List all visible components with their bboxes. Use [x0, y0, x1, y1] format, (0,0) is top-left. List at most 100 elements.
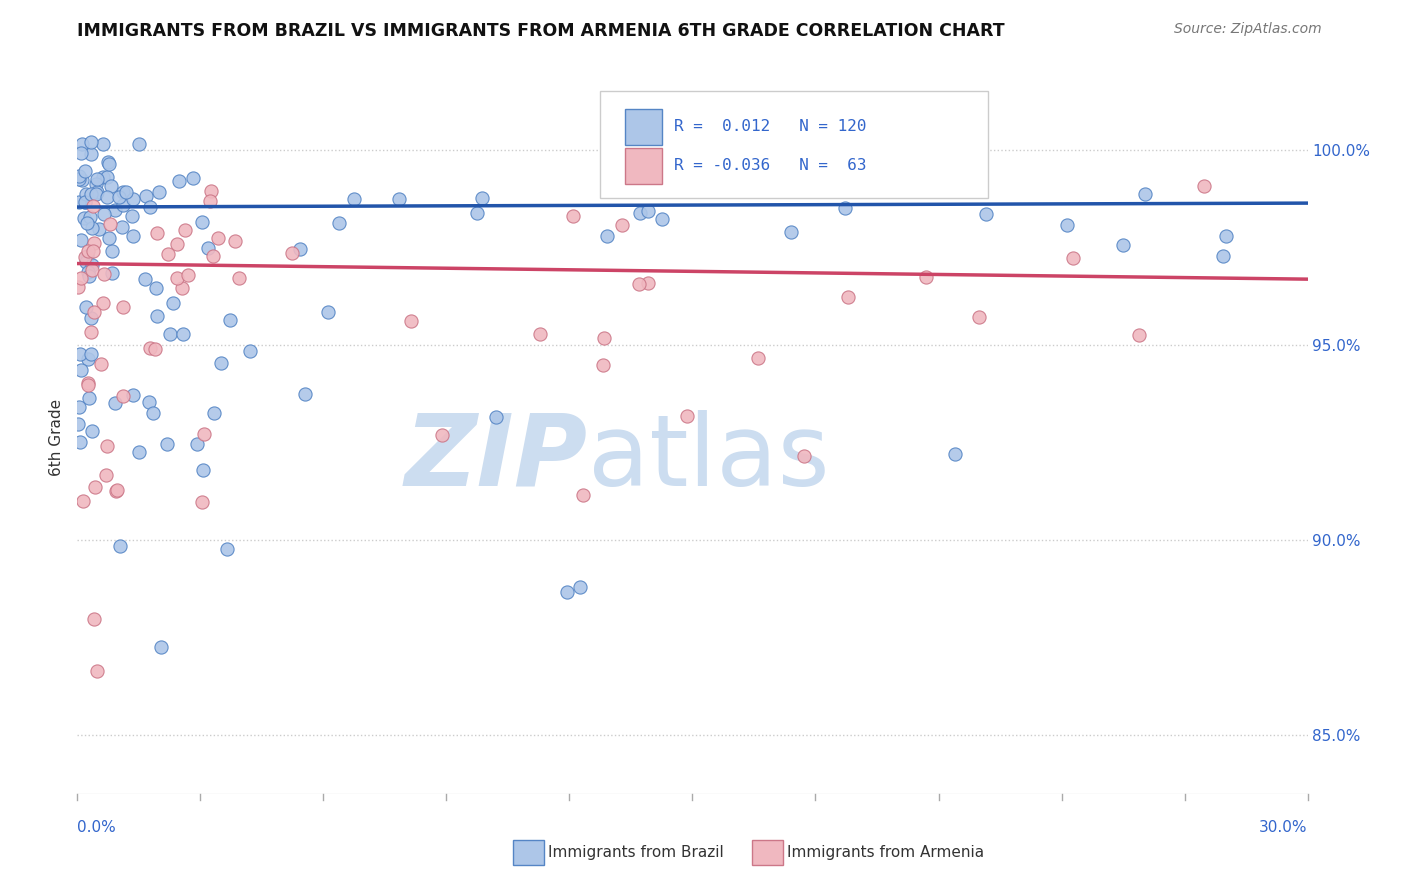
Point — [67, 401, 90, 415]
Point — [224, 235, 246, 249]
Point — [75, 300, 97, 314]
Point — [112, 198, 135, 212]
Point — [1212, 249, 1234, 263]
Point — [121, 209, 143, 223]
Point — [239, 344, 262, 359]
Point — [1056, 218, 1078, 232]
Point — [83, 235, 105, 250]
Point — [628, 206, 651, 220]
Point — [83, 612, 105, 626]
Point — [1112, 237, 1135, 252]
Point — [215, 541, 238, 556]
Text: IMMIGRANTS FROM BRAZIL VS IMMIGRANTS FROM ARMENIA 6TH GRADE CORRELATION CHART: IMMIGRANTS FROM BRAZIL VS IMMIGRANTS FRO… — [77, 22, 1005, 40]
Point — [105, 483, 128, 497]
Point — [148, 186, 170, 200]
Point — [75, 164, 97, 178]
Point — [73, 211, 96, 225]
Point — [69, 145, 91, 160]
Point — [80, 147, 103, 161]
Point — [173, 223, 195, 237]
Point — [562, 210, 585, 224]
Point — [780, 225, 803, 239]
Point — [281, 245, 304, 260]
Point — [967, 310, 990, 324]
Point — [86, 172, 108, 186]
FancyBboxPatch shape — [624, 109, 662, 145]
Point — [149, 640, 172, 654]
Point — [94, 467, 117, 482]
Point — [316, 305, 339, 319]
Point — [915, 269, 938, 284]
Point — [84, 480, 107, 494]
Point — [112, 300, 135, 314]
Point — [859, 179, 882, 194]
Point — [90, 357, 112, 371]
Point — [181, 171, 204, 186]
Point — [200, 184, 222, 198]
Point — [70, 233, 93, 247]
Point — [637, 276, 659, 290]
Point — [139, 200, 162, 214]
Point — [82, 262, 104, 277]
Point — [834, 201, 856, 215]
Point — [134, 272, 156, 286]
Point — [555, 584, 578, 599]
Point — [218, 313, 240, 327]
Point — [841, 171, 863, 186]
Point — [166, 270, 188, 285]
Point — [86, 664, 108, 678]
Point — [1192, 179, 1215, 194]
Point — [186, 436, 208, 450]
Point — [80, 135, 103, 149]
Point — [91, 136, 114, 151]
Point — [471, 190, 494, 204]
Point — [197, 241, 219, 255]
Point — [571, 488, 593, 502]
Point — [193, 427, 215, 442]
Point — [111, 389, 134, 403]
Point — [627, 184, 650, 198]
Point — [97, 157, 120, 171]
Point — [96, 439, 118, 453]
Point — [76, 378, 98, 392]
Point — [89, 221, 111, 235]
Point — [93, 207, 115, 221]
Point — [77, 265, 100, 279]
Point — [974, 207, 997, 221]
Point — [592, 358, 614, 372]
Point — [67, 172, 90, 186]
Point — [943, 447, 966, 461]
Point — [288, 243, 311, 257]
Point — [143, 342, 166, 356]
FancyBboxPatch shape — [624, 148, 662, 184]
Point — [146, 226, 169, 240]
Point — [111, 220, 134, 235]
Point — [69, 435, 91, 450]
Point — [67, 279, 90, 293]
Point — [1133, 187, 1156, 202]
Point — [627, 277, 650, 292]
Text: Immigrants from Armenia: Immigrants from Armenia — [787, 846, 984, 860]
Point — [73, 250, 96, 264]
Point — [166, 237, 188, 252]
Point — [83, 305, 105, 319]
Point — [837, 290, 859, 304]
Point — [190, 495, 212, 509]
Point — [654, 172, 676, 186]
Point — [135, 189, 157, 203]
Point — [328, 216, 350, 230]
Point — [70, 363, 93, 377]
Point — [1215, 229, 1237, 244]
Point — [86, 185, 108, 199]
Point — [138, 341, 160, 355]
Point — [1128, 328, 1150, 343]
Point — [793, 449, 815, 463]
Point — [177, 268, 200, 282]
Point — [104, 483, 127, 498]
Point — [82, 199, 104, 213]
Point — [485, 410, 508, 425]
Point — [100, 178, 122, 193]
Point — [121, 388, 143, 402]
Point — [209, 355, 232, 369]
Point — [294, 387, 316, 401]
